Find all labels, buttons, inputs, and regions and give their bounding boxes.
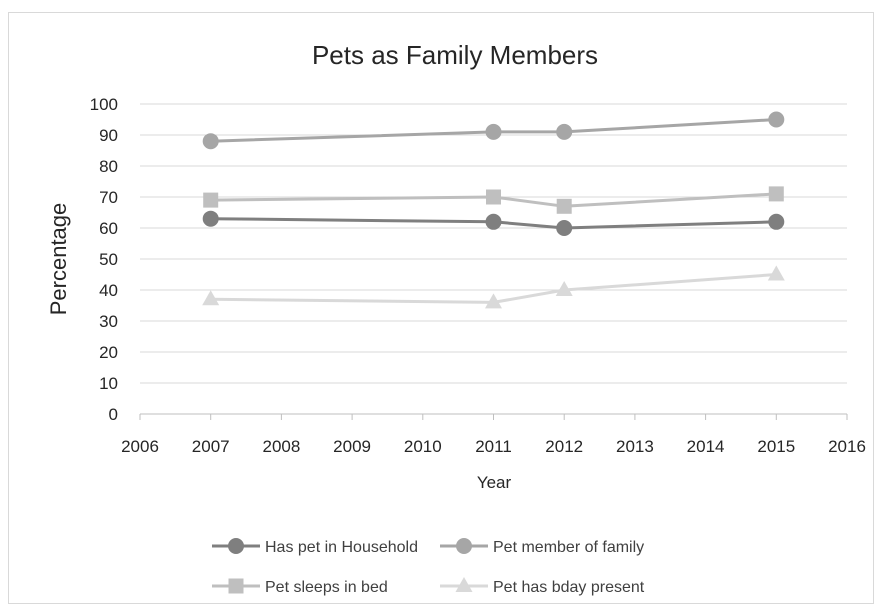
data-point [203, 192, 219, 208]
x-tick-label: 2010 [404, 437, 442, 456]
y-tick-label: 50 [99, 250, 118, 269]
y-tick-label: 100 [90, 95, 118, 114]
y-tick-label: 40 [99, 281, 118, 300]
series-line [210, 118, 777, 143]
data-point [556, 220, 573, 236]
data-point [768, 111, 785, 128]
legend-marker [228, 578, 244, 594]
data-point [768, 186, 784, 202]
data-point [555, 281, 573, 296]
legend-marker [228, 538, 244, 554]
legend-item: Has pet in Household [212, 538, 418, 556]
x-tick-label: 2012 [545, 437, 583, 456]
x-tick-label: 2009 [333, 437, 371, 456]
legend-marker [456, 538, 472, 554]
data-point [485, 293, 502, 309]
y-tick-label: 30 [99, 312, 118, 331]
data-point [202, 133, 219, 150]
data-point [768, 213, 785, 230]
x-tick-label: 2007 [192, 437, 230, 456]
x-tick-label: 2008 [262, 437, 300, 456]
y-tick-label: 80 [99, 157, 118, 176]
x-axis-title: Year [477, 473, 512, 492]
y-tick-label: 90 [99, 126, 118, 145]
data-point [556, 198, 572, 214]
series-layer [202, 111, 785, 309]
x-tick-label: 2013 [616, 437, 654, 456]
y-tick-label: 60 [99, 219, 118, 238]
series-2 [202, 111, 785, 150]
chart-title: Pets as Family Members [312, 40, 598, 70]
data-point [485, 213, 502, 230]
series-line [210, 217, 777, 230]
series-1 [202, 210, 785, 236]
data-point [202, 290, 220, 306]
chart-frame [8, 12, 874, 604]
y-axis-title: Percentage [46, 203, 71, 316]
gridlines [140, 103, 847, 384]
x-tick-label: 2015 [757, 437, 795, 456]
legend-item: Pet has bday present [440, 577, 645, 596]
y-tick-label: 0 [109, 405, 118, 424]
legend-item: Pet member of family [440, 538, 644, 556]
x-tick-label: 2011 [475, 437, 512, 456]
x-tick-label: 2006 [121, 437, 159, 456]
data-point [202, 210, 219, 227]
series-3 [203, 186, 784, 214]
data-point [556, 123, 573, 140]
x-tick-label: 2014 [687, 437, 725, 456]
series-line [210, 273, 777, 304]
data-point [767, 265, 785, 281]
y-tick-label: 10 [99, 374, 118, 393]
data-point [486, 189, 501, 205]
legend-label: Pet member of family [493, 539, 644, 556]
series-4 [202, 265, 785, 309]
y-tick-label: 20 [99, 343, 118, 362]
data-point [485, 123, 502, 140]
x-axis: 2006 2007 2008 2009 2010 2011 2012 2013 2014 2015… [121, 413, 866, 456]
legend-item: Pet sleeps in bed [212, 578, 388, 596]
y-axis: 0 10 20 30 40 50 60 70 80 90 100 [90, 95, 118, 424]
x-tick-label: 2016 [828, 437, 866, 456]
legend-marker [455, 577, 473, 592]
legend-label: Pet sleeps in bed [265, 579, 388, 596]
legend: Has pet in Household Pet member of family… [212, 538, 645, 596]
legend-label: Has pet in Household [265, 539, 418, 556]
legend-label: Pet has bday present [493, 579, 645, 596]
y-tick-label: 70 [99, 188, 118, 207]
series-line [210, 192, 777, 208]
